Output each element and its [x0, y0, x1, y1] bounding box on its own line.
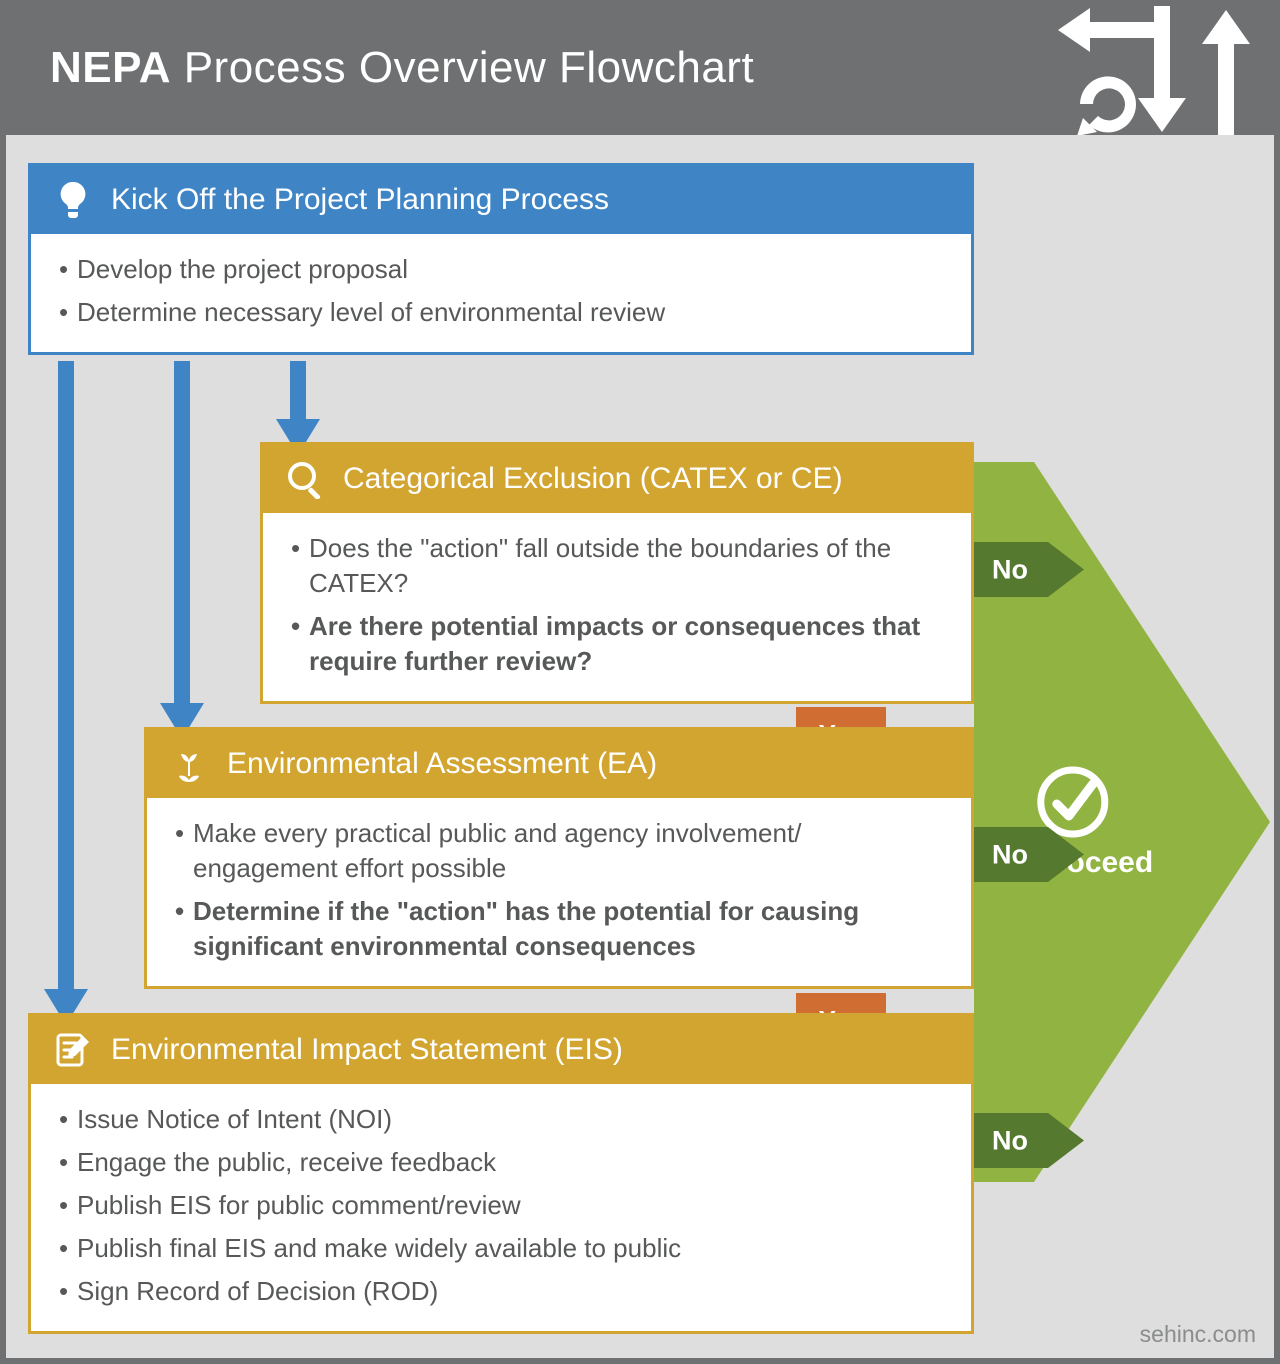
catex-title: Categorical Exclusion (CATEX or CE) — [343, 462, 843, 496]
kickoff-list: Develop the project proposalDetermine ne… — [55, 248, 947, 334]
list-item: Publish EIS for public comment/review — [55, 1184, 947, 1227]
plant-icon — [169, 744, 209, 784]
list-item: Sign Record of Decision (ROD) — [55, 1270, 947, 1313]
credit-text: sehinc.com — [1140, 1321, 1256, 1348]
arrows-cycle-icon — [1050, 6, 1250, 126]
no-label: No — [992, 839, 1028, 870]
blue-arrow-to-eis — [44, 361, 88, 1033]
no-arrow-3: No — [974, 1113, 1084, 1168]
no-arrow-1: No — [974, 542, 1084, 597]
list-item: Determine if the "action" has the potent… — [171, 890, 947, 968]
eis-list: Issue Notice of Intent (NOI)Engage the p… — [55, 1098, 947, 1313]
blue-arrow-to-ea — [160, 361, 204, 747]
magnify-icon — [285, 459, 325, 499]
list-item: Publish final EIS and make widely availa… — [55, 1227, 947, 1270]
no-label: No — [992, 1125, 1028, 1156]
list-item: Are there potential impacts or consequen… — [287, 605, 947, 683]
catex-box: Categorical Exclusion (CATEX or CE) Does… — [260, 442, 974, 704]
lightbulb-icon — [53, 180, 93, 220]
eis-box: Environmental Impact Statement (EIS) Iss… — [28, 1013, 974, 1334]
list-item: Determine necessary level of environment… — [55, 291, 947, 334]
list-item: Make every practical public and agency i… — [171, 812, 947, 890]
title-bold: NEPA — [50, 43, 171, 92]
list-item: Engage the public, receive feedback — [55, 1141, 947, 1184]
ea-box: Environmental Assessment (EA) Make every… — [144, 727, 974, 989]
list-item: Does the "action" fall outside the bound… — [287, 527, 947, 605]
ea-list: Make every practical public and agency i… — [171, 812, 947, 968]
header-bar: NEPA Process Overview Flowchart — [0, 0, 1280, 135]
flowchart-canvas: Proceed No No No Kick Off the Project Pl… — [0, 135, 1280, 1364]
list-item: Issue Notice of Intent (NOI) — [55, 1098, 947, 1141]
kickoff-title: Kick Off the Project Planning Process — [111, 183, 609, 217]
document-edit-icon — [53, 1030, 93, 1070]
eis-title: Environmental Impact Statement (EIS) — [111, 1033, 623, 1067]
no-arrow-2: No — [974, 827, 1084, 882]
catex-list: Does the "action" fall outside the bound… — [287, 527, 947, 683]
kickoff-box: Kick Off the Project Planning Process De… — [28, 163, 974, 355]
list-item: Develop the project proposal — [55, 248, 947, 291]
title-rest: Process Overview Flowchart — [171, 43, 754, 92]
ea-title: Environmental Assessment (EA) — [227, 747, 657, 781]
page-title: NEPA Process Overview Flowchart — [50, 43, 754, 93]
no-label: No — [992, 554, 1028, 585]
